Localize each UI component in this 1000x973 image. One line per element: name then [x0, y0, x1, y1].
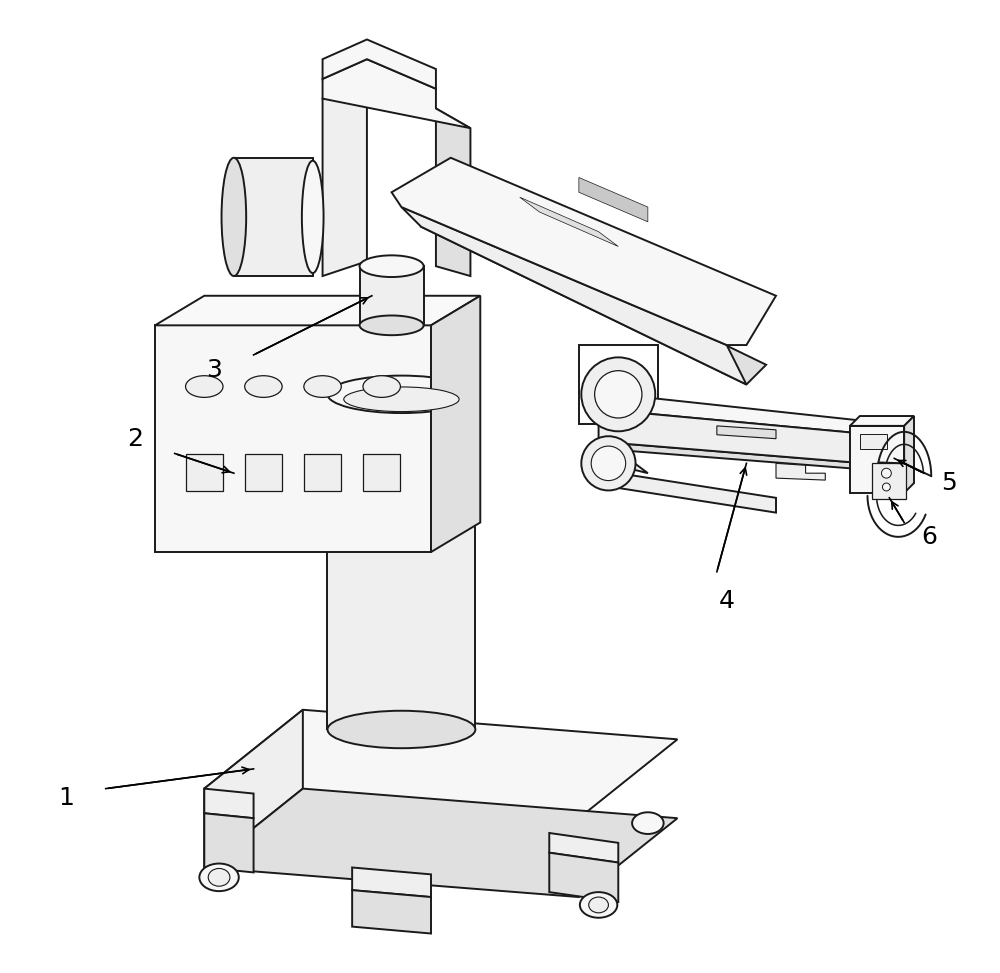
Ellipse shape	[632, 812, 664, 834]
Polygon shape	[245, 454, 282, 491]
Polygon shape	[421, 207, 766, 384]
Ellipse shape	[360, 315, 424, 335]
Polygon shape	[860, 434, 887, 449]
Polygon shape	[618, 473, 776, 513]
Polygon shape	[323, 59, 470, 128]
Ellipse shape	[595, 371, 642, 418]
Ellipse shape	[580, 892, 617, 918]
Polygon shape	[204, 789, 677, 897]
Ellipse shape	[222, 158, 246, 276]
Polygon shape	[589, 453, 648, 473]
Polygon shape	[323, 40, 436, 89]
Ellipse shape	[581, 357, 655, 431]
Polygon shape	[155, 296, 480, 325]
Polygon shape	[431, 296, 480, 552]
Polygon shape	[850, 426, 904, 493]
Polygon shape	[904, 416, 914, 493]
Text: 2: 2	[127, 427, 143, 450]
Polygon shape	[872, 463, 906, 499]
Text: 3: 3	[206, 358, 222, 381]
Polygon shape	[204, 789, 254, 818]
Ellipse shape	[186, 376, 223, 397]
Ellipse shape	[327, 710, 475, 748]
Polygon shape	[204, 709, 303, 868]
Polygon shape	[717, 426, 776, 439]
Ellipse shape	[199, 864, 239, 891]
Ellipse shape	[344, 387, 459, 412]
Polygon shape	[579, 177, 648, 222]
Polygon shape	[776, 463, 825, 480]
Text: 4: 4	[719, 590, 735, 613]
Ellipse shape	[245, 376, 282, 397]
Polygon shape	[234, 158, 313, 276]
Polygon shape	[352, 868, 431, 897]
Polygon shape	[436, 108, 470, 276]
Ellipse shape	[363, 376, 400, 397]
Polygon shape	[599, 442, 875, 470]
Polygon shape	[549, 852, 618, 902]
Ellipse shape	[208, 869, 230, 886]
Polygon shape	[352, 890, 431, 933]
Polygon shape	[155, 325, 431, 552]
Polygon shape	[392, 158, 776, 345]
Ellipse shape	[360, 255, 424, 277]
Polygon shape	[204, 709, 677, 818]
Polygon shape	[520, 198, 618, 246]
Polygon shape	[850, 416, 914, 426]
Polygon shape	[363, 454, 400, 491]
Polygon shape	[599, 409, 865, 463]
Polygon shape	[204, 813, 254, 873]
Text: 1: 1	[58, 786, 74, 811]
Ellipse shape	[304, 376, 341, 397]
Ellipse shape	[881, 468, 891, 478]
Polygon shape	[186, 454, 223, 491]
Ellipse shape	[327, 376, 475, 414]
Polygon shape	[599, 392, 865, 434]
Ellipse shape	[589, 897, 608, 913]
Text: 6: 6	[921, 525, 937, 550]
Polygon shape	[323, 79, 367, 276]
Ellipse shape	[581, 436, 636, 490]
Text: 5: 5	[941, 471, 956, 495]
Ellipse shape	[882, 483, 890, 491]
Polygon shape	[360, 267, 424, 325]
Polygon shape	[401, 207, 746, 384]
Polygon shape	[549, 833, 618, 862]
Ellipse shape	[302, 161, 324, 273]
Ellipse shape	[591, 446, 626, 481]
Polygon shape	[304, 454, 341, 491]
Polygon shape	[327, 394, 475, 730]
